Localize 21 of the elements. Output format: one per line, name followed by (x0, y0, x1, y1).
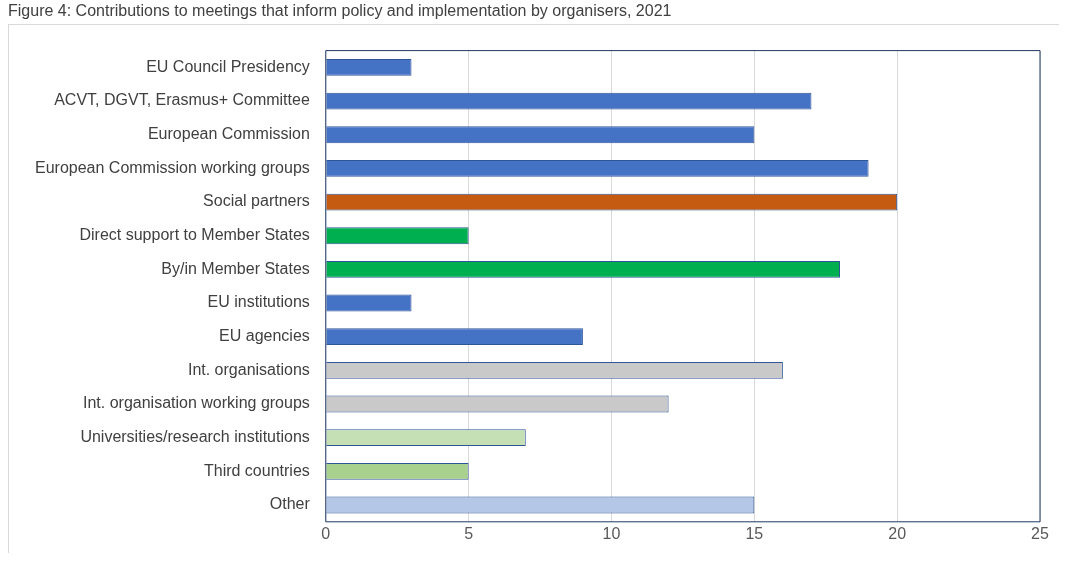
chart-title: Figure 4: Contributions to meetings that inform policy and implementation by organisers, 2021 (8, 2, 673, 20)
y-tick-label: Third countries (203, 461, 310, 479)
y-tick-label: EU agencies (219, 327, 310, 345)
y-tick-label: Int. organisation working groups (83, 394, 310, 412)
x-tick-label: 0 (321, 524, 331, 542)
y-tick-label: Universities/research institutions (80, 428, 310, 446)
x-tick-label: 10 (602, 524, 621, 542)
x-tick-label: 25 (1031, 524, 1049, 542)
y-tick-label: European Commission working groups (35, 158, 310, 176)
y-tick-label: Direct support to Member States (79, 226, 310, 244)
y-tick-label: By/in Member States (161, 259, 310, 277)
x-tick-label: 5 (464, 524, 474, 542)
x-tick-label: 20 (888, 524, 907, 542)
y-tick-label: EU Council Presidency (146, 57, 310, 75)
y-tick-label: EU institutions (207, 293, 310, 311)
y-tick-label: ACVT, DGVT, Erasmus+ Committee (54, 91, 310, 109)
y-tick-label: Social partners (203, 192, 310, 210)
y-tick-label: Other (269, 495, 311, 513)
y-tick-label: Int. organisations (187, 360, 310, 378)
y-tick-label: European Commission (147, 125, 310, 143)
x-tick-label: 15 (745, 524, 764, 542)
